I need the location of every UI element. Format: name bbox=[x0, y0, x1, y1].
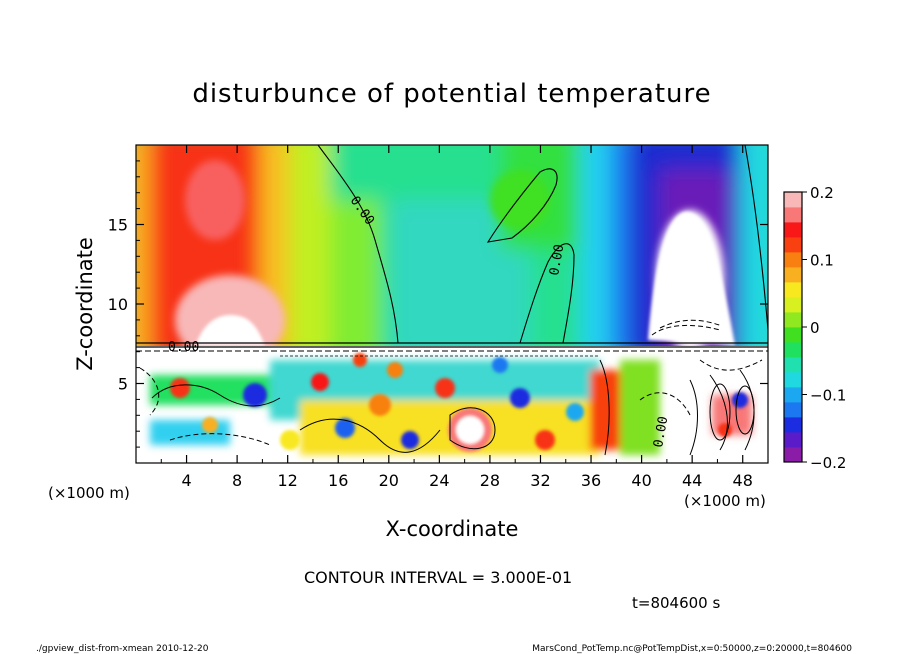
colorbar-segment bbox=[784, 192, 802, 208]
time-text: t=804600 s bbox=[632, 594, 720, 612]
contour-label: 0.00 bbox=[651, 415, 671, 448]
x-tick-label: 36 bbox=[581, 471, 601, 490]
x-tick-label: 16 bbox=[328, 471, 348, 490]
contour-label: 0.00 bbox=[547, 243, 567, 276]
contour-label: 0.00 bbox=[168, 340, 199, 355]
x-tick-label: 4 bbox=[181, 471, 191, 490]
colorbar-segment bbox=[784, 372, 802, 388]
colorbar-segment bbox=[784, 342, 802, 358]
y-unit-label: (×1000 m) bbox=[684, 492, 766, 510]
chart-title: disturbunce of potential temperature bbox=[192, 79, 711, 109]
colorbar-tick-label: 0.2 bbox=[810, 184, 834, 202]
plot-area bbox=[136, 145, 768, 463]
y-tick-label: 15 bbox=[108, 216, 128, 235]
colorbar-tick-label: −0.2 bbox=[810, 454, 846, 472]
colorbar-segment bbox=[784, 387, 802, 403]
colorbar-segment bbox=[784, 402, 802, 418]
cold-anomaly-core bbox=[648, 211, 735, 345]
contour-labels: 0.00 0.00 0.00 0.00 bbox=[168, 194, 671, 449]
colorbar-segment bbox=[784, 297, 802, 313]
x-tick-label: 20 bbox=[379, 471, 399, 490]
x-tick-label: 24 bbox=[429, 471, 449, 490]
x-axis: 4 8 12 16 20 24 28 32 36 40 44 48 bbox=[160, 145, 753, 490]
x-axis-label: X-coordinate bbox=[386, 517, 519, 541]
colorbar-segment bbox=[784, 327, 802, 343]
lower-field bbox=[136, 346, 768, 463]
footer-left: ./gpview_dist-from-xmean 2010-12-20 bbox=[36, 644, 209, 654]
colorbar-segment bbox=[784, 237, 802, 253]
x-unit-label: (×1000 m) bbox=[48, 484, 130, 502]
y-axis: 5 10 15 bbox=[108, 160, 768, 448]
colorbar: 0.2 0.1 0 −0.1 −0.2 bbox=[783, 184, 846, 472]
colorbar-segment bbox=[784, 267, 802, 283]
colorbar-tick-label: 0 bbox=[810, 319, 820, 337]
upper-contours-dashed bbox=[651, 319, 723, 336]
colorbar-segment bbox=[784, 252, 802, 268]
colorbar-tick-label: −0.1 bbox=[810, 387, 846, 405]
colorbar-segment bbox=[784, 222, 802, 238]
y-tick-label: 5 bbox=[118, 375, 128, 394]
colorbar-segment bbox=[784, 432, 802, 448]
colorbar-tick-label: 0.1 bbox=[810, 252, 834, 270]
colorbar-segment bbox=[784, 447, 802, 463]
colorbar-segment bbox=[784, 207, 802, 223]
y-tick-label: 10 bbox=[108, 295, 128, 314]
x-tick-label: 8 bbox=[232, 471, 242, 490]
x-tick-label: 32 bbox=[530, 471, 550, 490]
colorbar-segment bbox=[784, 312, 802, 328]
footer-right: MarsCond_PotTemp.nc@PotTempDist,x=0:5000… bbox=[532, 644, 852, 654]
x-tick-label: 12 bbox=[278, 471, 298, 490]
colorbar-segment bbox=[784, 417, 802, 433]
warm-anomaly-core bbox=[196, 315, 265, 345]
x-tick-label: 48 bbox=[733, 471, 753, 490]
x-tick-label: 44 bbox=[682, 471, 702, 490]
colorbar-segment bbox=[784, 357, 802, 373]
colorbar-segment bbox=[784, 282, 802, 298]
x-tick-label: 40 bbox=[631, 471, 651, 490]
contour-interval-text: CONTOUR INTERVAL = 3.000E-01 bbox=[304, 568, 572, 587]
y-axis-label: Z-coordinate bbox=[73, 237, 97, 371]
upper-contours bbox=[317, 145, 768, 344]
x-tick-label: 28 bbox=[480, 471, 500, 490]
interface-band bbox=[136, 342, 768, 357]
